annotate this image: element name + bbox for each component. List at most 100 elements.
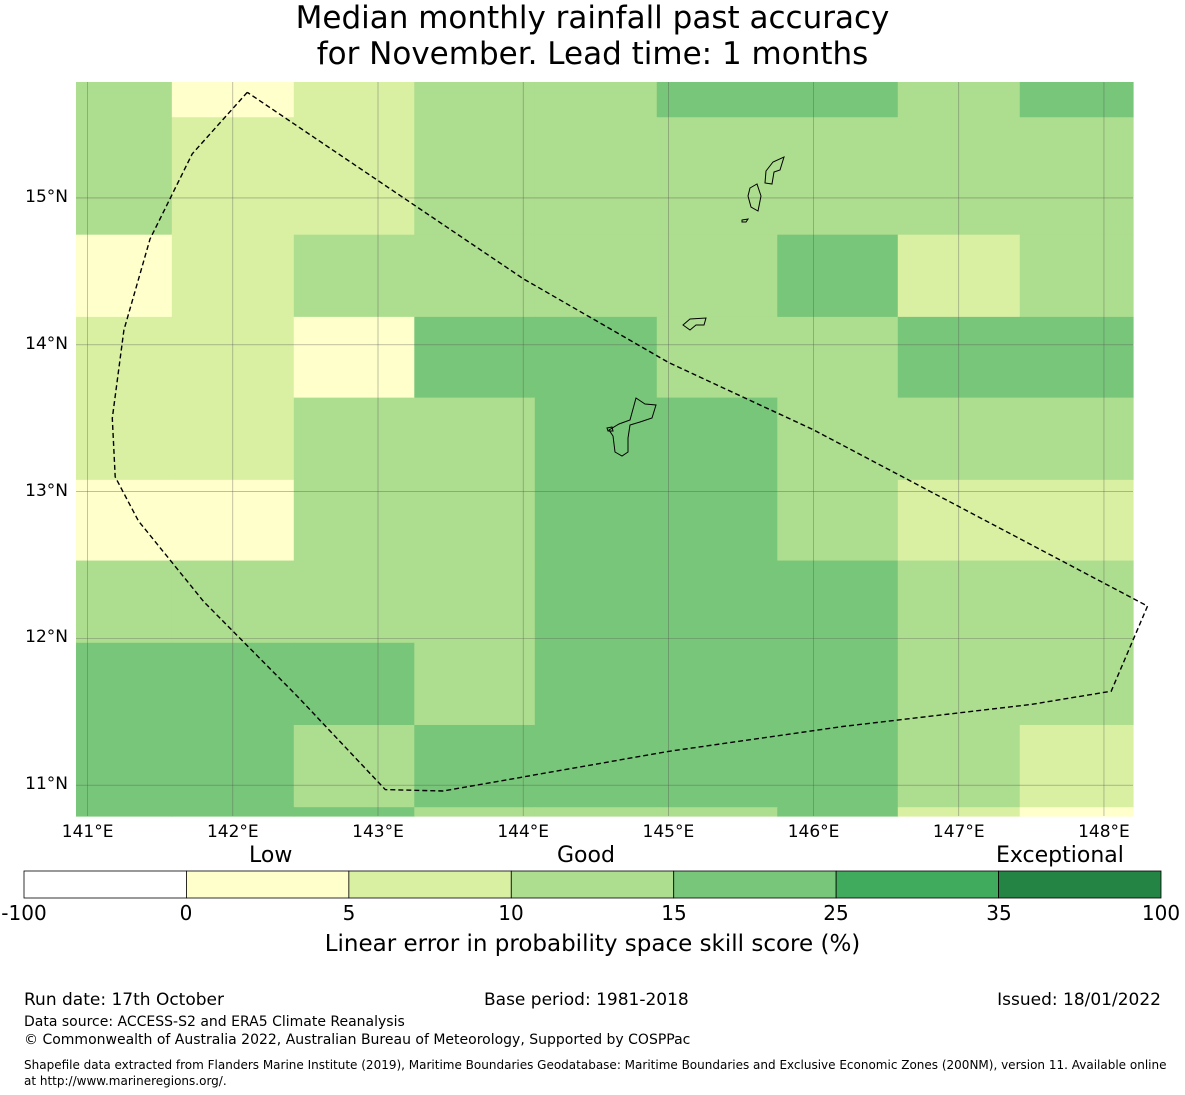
skill-grid-cell — [656, 724, 778, 808]
skill-grid-cell — [656, 807, 778, 817]
run-date: Run date: 17th October — [24, 990, 224, 1010]
skill-grid-cell — [76, 117, 173, 236]
skill-grid-cell — [1019, 479, 1134, 562]
data-source: Data source: ACCESS-S2 and ERA5 Climate … — [24, 1014, 405, 1030]
shapefile-credit-line2: at http://www.marineregions.org/. — [24, 1074, 227, 1088]
skill-grid-cell — [414, 807, 536, 817]
skill-grid-cell — [534, 82, 658, 118]
lat-tick-label: 12°N — [25, 627, 68, 648]
colorbar-tick-label: 0 — [179, 901, 193, 925]
skill-grid-cell — [656, 316, 778, 399]
lon-tick-label: 144°E — [497, 822, 550, 842]
skill-grid-cell — [414, 82, 536, 118]
skill-grid-cell — [414, 560, 536, 644]
colorbar-tick-label: 10 — [498, 901, 524, 925]
skill-grid-cell — [293, 479, 415, 562]
skill-grid-cell — [293, 642, 415, 726]
skill-grid-cell — [534, 642, 658, 726]
skill-grid-cell — [777, 82, 899, 118]
colorbar-tick-label: 5 — [342, 901, 356, 925]
skill-grid-cell — [76, 807, 173, 817]
lon-tick-label: 141°E — [61, 822, 114, 842]
colorbar-tick-label: 25 — [823, 901, 849, 925]
skill-grid-cell — [293, 397, 415, 481]
skill-grid-cell — [656, 560, 778, 644]
legend-category-low: Low — [249, 843, 293, 868]
legend-category-exceptional: Exceptional — [996, 843, 1124, 868]
skill-grid-cell — [76, 479, 173, 562]
aguijan-island-outline — [741, 218, 750, 223]
skill-grid-cell — [777, 560, 899, 644]
skill-grid-cell — [1019, 397, 1134, 481]
skill-grid-cell — [414, 642, 536, 726]
skill-grid-cell — [414, 117, 536, 236]
colorbar-tick-label: 35 — [986, 901, 1012, 925]
base-period: Base period: 1981-2018 — [484, 990, 689, 1010]
skill-grid-cell — [414, 316, 536, 399]
lat-tick-label: 11°N — [25, 774, 68, 795]
skill-grid-cell — [534, 234, 658, 318]
guam-island-outline — [608, 397, 657, 457]
chart-title-line2: for November. Lead time: 1 months — [316, 36, 869, 72]
skill-grid-cell — [656, 479, 778, 562]
lon-tick-label: 145°E — [642, 822, 695, 842]
island-outline — [606, 426, 614, 432]
tinian-island-outline — [747, 183, 762, 212]
copyright: © Commonwealth of Australia 2022, Austra… — [24, 1032, 691, 1048]
lon-tick-label: 147°E — [932, 822, 985, 842]
skill-grid-cell — [534, 560, 658, 644]
skill-grid-cell — [1019, 117, 1134, 236]
saipan-island-outline — [764, 156, 785, 185]
skill-grid-cell — [414, 479, 536, 562]
skill-grid-cell — [534, 117, 658, 236]
skill-grid-cell — [534, 397, 658, 481]
colorbar-tick-label: -100 — [1, 901, 47, 925]
colorbar-title: Linear error in probability space skill … — [324, 931, 861, 957]
skill-grid-cell — [777, 117, 899, 236]
lat-tick-label: 13°N — [25, 480, 68, 501]
skill-grid-cell — [777, 724, 899, 808]
skill-grid-cell — [534, 807, 658, 817]
skill-grid-cell — [777, 479, 899, 562]
lon-tick-label: 143°E — [352, 822, 404, 842]
skill-grid-cell — [293, 724, 415, 808]
skill-grid-cell — [656, 117, 778, 236]
skill-grid-cell — [76, 234, 173, 318]
skill-grid-cell — [1019, 807, 1134, 817]
skill-grid-cell — [656, 397, 778, 481]
chart-title-line1: Median monthly rainfall past accuracy — [295, 0, 890, 36]
skill-grid-cell — [777, 807, 899, 817]
colorbar-tick-label: 100 — [1141, 901, 1181, 925]
skill-grid-cell — [656, 82, 778, 118]
skill-grid-cell — [534, 316, 658, 399]
legend-category-good: Good — [557, 843, 615, 868]
skill-grid-cell — [293, 82, 415, 118]
skill-grid-cell — [76, 560, 173, 644]
skill-grid-cell — [76, 724, 173, 808]
skill-grid-cell — [414, 397, 536, 481]
colorbar-tick-label: 15 — [661, 901, 687, 925]
skill-grid-cell — [1019, 724, 1134, 808]
skill-grid-cell — [656, 234, 778, 318]
skill-grid-cell — [76, 642, 173, 726]
lat-tick-label: 15°N — [25, 186, 68, 207]
skill-grid-cell — [293, 560, 415, 644]
skill-grid-cell — [76, 397, 173, 481]
lat-tick-label: 14°N — [25, 333, 68, 354]
skill-grid-cell — [1019, 82, 1134, 118]
lon-tick-label: 148°E — [1078, 822, 1130, 842]
issued-date: Issued: 18/01/2022 — [997, 990, 1161, 1010]
skill-grid-cell — [777, 397, 899, 481]
skill-grid-cell — [1019, 234, 1134, 318]
lon-tick-label: 146°E — [787, 822, 840, 842]
skill-grid-cell — [777, 642, 899, 726]
skill-grid-cell — [534, 479, 658, 562]
skill-grid-cell — [76, 316, 173, 399]
lon-tick-label: 142°E — [206, 822, 259, 842]
skill-grid-cell — [76, 82, 173, 118]
skill-grid-cell — [777, 234, 899, 318]
skill-grid-cell — [293, 807, 415, 817]
skill-grid-cell — [1019, 642, 1134, 726]
skill-grid-cell — [1019, 316, 1134, 399]
